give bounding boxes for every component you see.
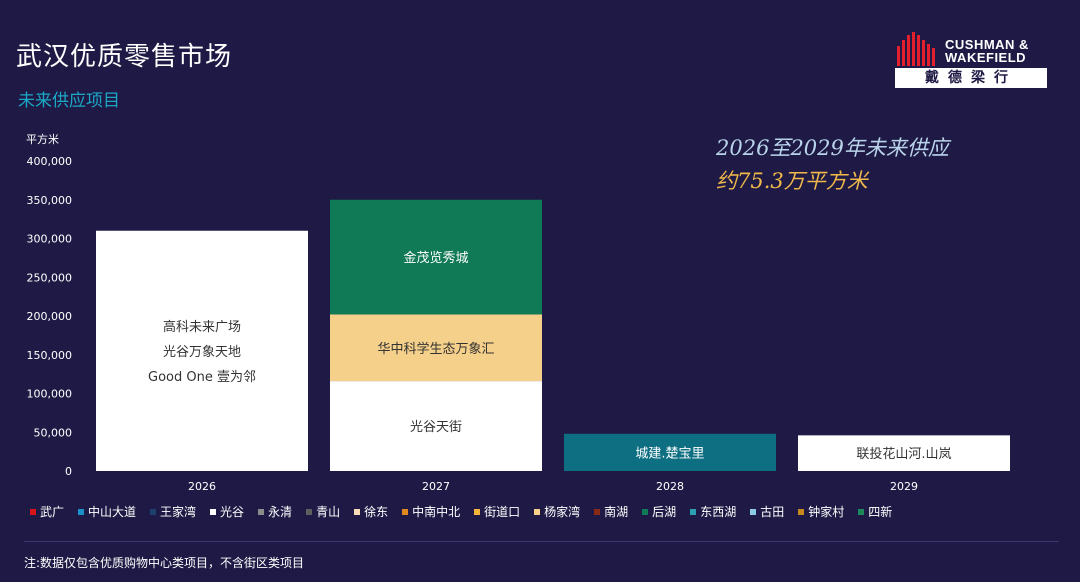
y-tick-label: 50,000 xyxy=(34,426,73,439)
bar-data-label: 城建.楚宝里 xyxy=(635,446,704,461)
legend-swatch xyxy=(798,508,805,515)
bar-segment-2028-东西湖 xyxy=(564,433,776,471)
legend-label: 光谷 xyxy=(220,505,245,519)
legend-swatch xyxy=(78,508,85,515)
legend-label: 中南中北 xyxy=(412,505,461,519)
legend-item: 永清 xyxy=(258,503,292,520)
legend-label: 王家湾 xyxy=(160,505,197,519)
legend-item: 青山 xyxy=(306,503,340,520)
bar-segment-2027-杨家湾 xyxy=(330,314,542,382)
y-tick-label: 0 xyxy=(65,465,72,478)
callout-period: 2026至2029年未来供应 xyxy=(716,136,949,160)
legend-swatch xyxy=(354,508,361,515)
legend-item: 后湖 xyxy=(642,503,676,520)
legend-label: 街道口 xyxy=(484,505,521,519)
legend-swatch xyxy=(858,508,865,515)
legend-swatch xyxy=(210,508,217,515)
y-tick-label: 300,000 xyxy=(27,233,73,246)
page-subtitle: 未来供应项目 xyxy=(18,91,120,111)
bar-segment-2027-光谷 xyxy=(330,381,542,471)
legend-swatch xyxy=(750,508,757,515)
y-tick-label: 200,000 xyxy=(27,310,73,323)
bar-data-label: 高科未来广场 xyxy=(163,319,241,335)
legend-label: 钟家村 xyxy=(808,505,845,519)
bar-data-label: 光谷万象天地 xyxy=(163,345,241,360)
bar-data-label: 华中科学生态万象汇 xyxy=(377,341,494,357)
chart-legend: 武广 中山大道 王家湾 光谷 永清 青山 徐东 中南中北 街道口 杨家湾 南湖 后湖 东西湖 古田 钟家村 四… xyxy=(30,503,906,520)
legend-item: 杨家湾 xyxy=(534,503,580,520)
legend-label: 东西湖 xyxy=(700,505,737,519)
bar-data-label: 光谷天街 xyxy=(410,420,462,435)
legend-item: 钟家村 xyxy=(798,503,844,520)
legend-item: 徐东 xyxy=(354,503,388,520)
supply-bar-chart: 平方米 0 50,000 100,000 150,000 200,000 250,000 30… xyxy=(26,132,1010,493)
page-title: 武汉优质零售市场 xyxy=(16,42,233,72)
callout-total: 约75.3万平方米 xyxy=(716,169,868,193)
legend-swatch xyxy=(642,508,649,515)
logo-wordmark: CUSHMAN & WAKEFIELD xyxy=(945,37,1029,65)
legend-swatch xyxy=(690,508,697,515)
legend-label: 四新 xyxy=(868,505,893,519)
legend-swatch xyxy=(402,508,409,515)
legend-item: 街道口 xyxy=(474,503,520,520)
y-tick-label: 350,000 xyxy=(27,194,73,207)
legend-label: 中山大道 xyxy=(88,505,137,519)
legend-item: 东西湖 xyxy=(690,503,736,520)
footer-divider xyxy=(24,541,1059,542)
bar-segment-2026-光谷 xyxy=(96,230,308,471)
legend-swatch xyxy=(258,508,265,515)
legend-swatch xyxy=(306,508,313,515)
legend-label: 徐东 xyxy=(364,505,389,519)
legend-item: 武广 xyxy=(30,503,64,520)
y-axis-label: 平方米 xyxy=(26,132,59,146)
y-tick-label: 150,000 xyxy=(27,349,73,362)
legend-swatch xyxy=(534,508,541,515)
legend-swatch xyxy=(594,508,601,515)
x-tick-label: 2027 xyxy=(422,480,450,493)
x-tick-label: 2028 xyxy=(656,480,684,493)
y-tick-label: 100,000 xyxy=(27,388,73,401)
company-logo: CUSHMAN & WAKEFIELD 戴德梁行 xyxy=(895,32,1047,88)
legend-item: 四新 xyxy=(858,503,892,520)
legend-label: 青山 xyxy=(316,505,341,519)
bar-segment-2029-光谷 xyxy=(798,435,1010,471)
bar-data-label: Good One 壹为邻 xyxy=(148,370,256,385)
logo-cn-name: 戴德梁行 xyxy=(895,68,1047,88)
legend-item: 王家湾 xyxy=(150,503,196,520)
legend-label: 古田 xyxy=(760,505,785,519)
legend-item: 光谷 xyxy=(210,503,244,520)
y-tick-label: 400,000 xyxy=(27,155,73,168)
legend-label: 南湖 xyxy=(604,505,629,519)
bar-segment-2027-后湖 xyxy=(330,199,542,315)
legend-label: 后湖 xyxy=(652,505,677,519)
legend-label: 永清 xyxy=(268,505,293,519)
legend-item: 中南中北 xyxy=(402,503,460,520)
legend-label: 杨家湾 xyxy=(544,505,581,519)
legend-item: 中山大道 xyxy=(78,503,136,520)
footnote: 注:数据仅包含优质购物中心类项目，不含街区类项目 xyxy=(24,556,305,570)
x-tick-label: 2029 xyxy=(890,480,918,493)
legend-swatch xyxy=(150,508,157,515)
legend-swatch xyxy=(474,508,481,515)
legend-label: 武广 xyxy=(40,505,65,519)
y-tick-label: 250,000 xyxy=(27,271,73,284)
bar-data-label: 联投花山河.山岚 xyxy=(856,446,951,462)
logo-bars-icon xyxy=(897,32,935,66)
bar-data-label: 金茂览秀城 xyxy=(403,250,468,266)
x-tick-label: 2026 xyxy=(188,480,216,493)
legend-item: 南湖 xyxy=(594,503,628,520)
legend-swatch xyxy=(30,508,36,515)
legend-item: 古田 xyxy=(750,503,784,520)
